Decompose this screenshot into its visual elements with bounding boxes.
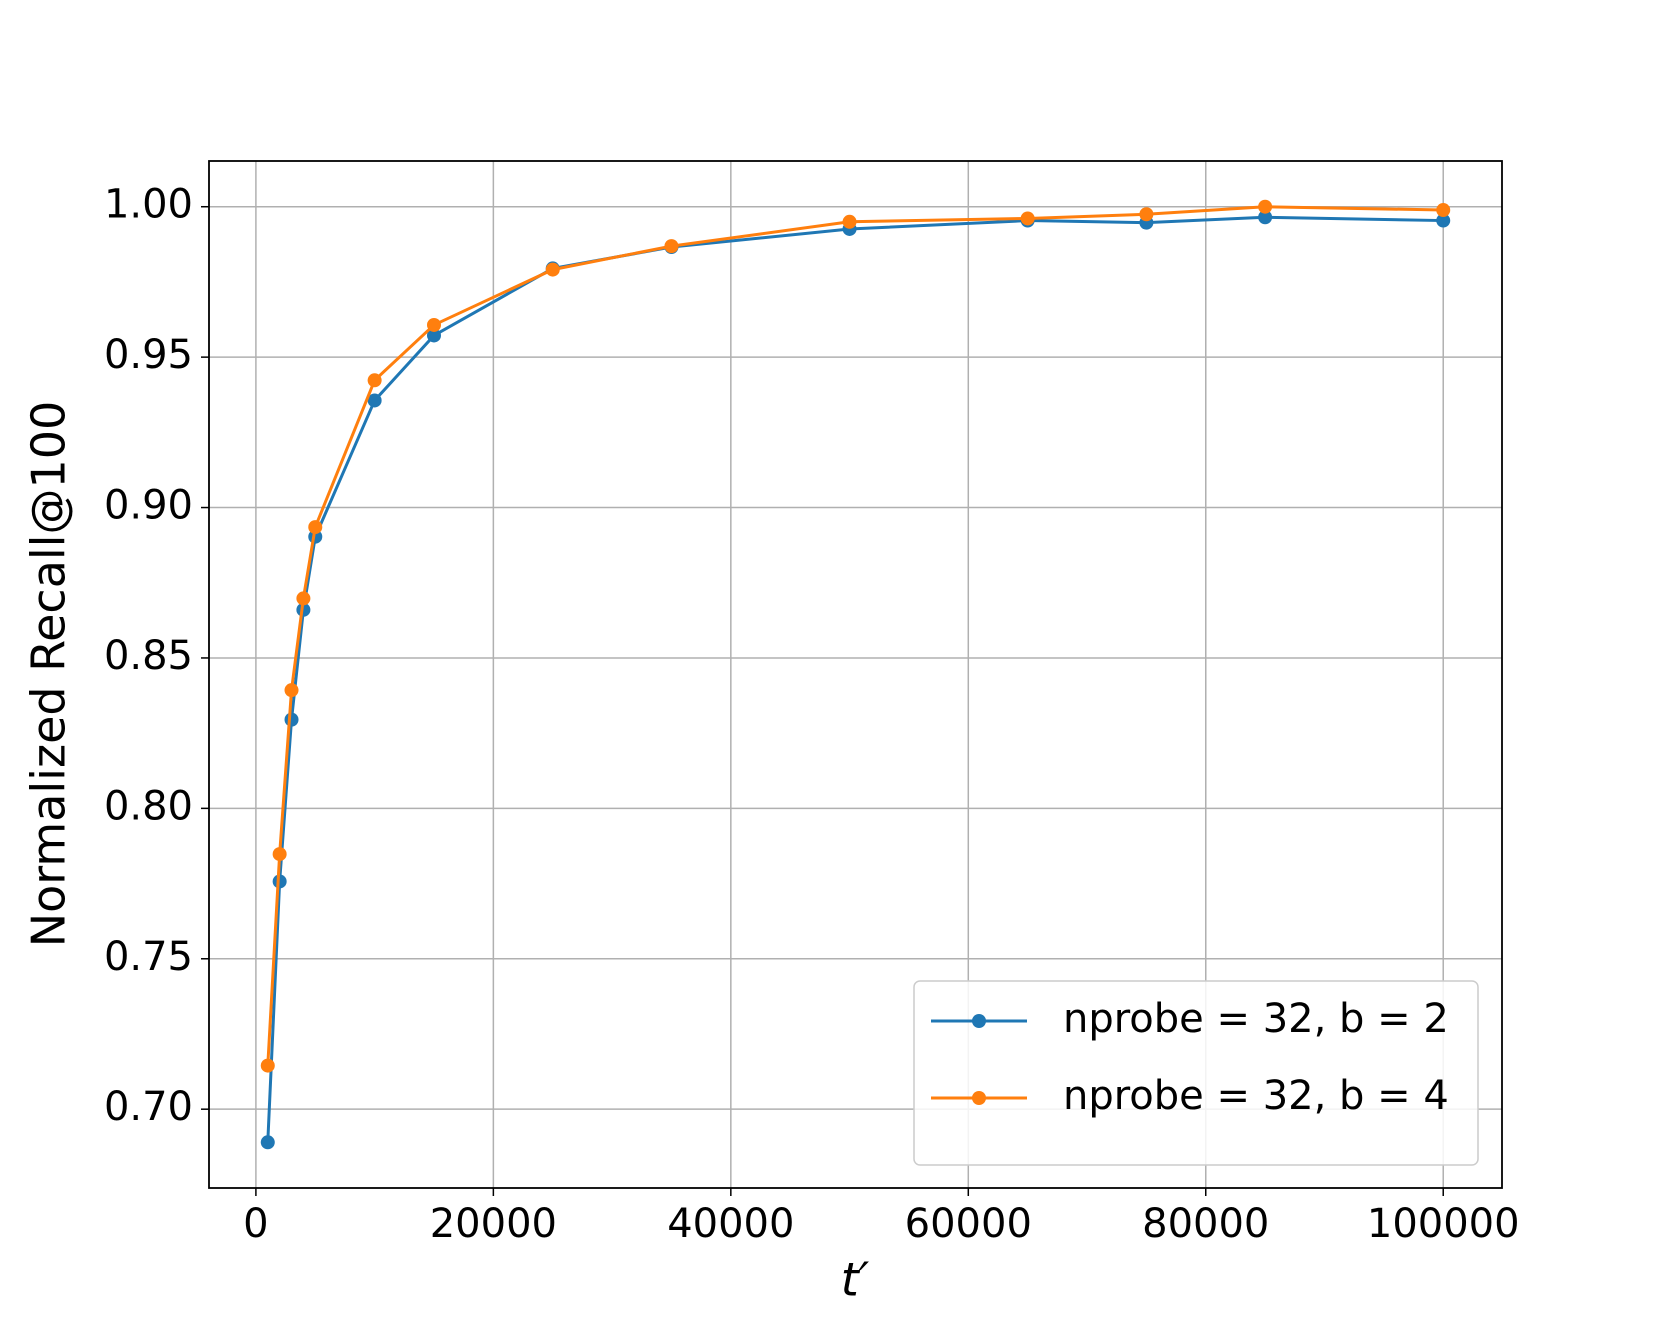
- y-tick-label: 0.85: [104, 633, 193, 679]
- x-tick-label: 60000: [905, 1201, 1032, 1247]
- data-point: [426, 328, 441, 343]
- legend-marker: [972, 1014, 986, 1028]
- legend-label: nprobe = 32, b = 2: [1063, 996, 1449, 1042]
- x-tick-label: 80000: [1142, 1201, 1269, 1247]
- data-point: [284, 712, 299, 727]
- data-point: [260, 1058, 275, 1073]
- series-line: [266, 215, 1444, 1143]
- x-tick-label: 40000: [667, 1201, 794, 1247]
- data-point: [664, 239, 679, 254]
- data-point: [272, 874, 287, 889]
- x-tick-label: 20000: [430, 1201, 557, 1247]
- series-line: [266, 205, 1444, 1066]
- data-point: [367, 393, 382, 408]
- data-point: [367, 373, 382, 388]
- data-point: [308, 520, 323, 535]
- data-point: [842, 214, 857, 229]
- data-point: [1258, 199, 1273, 214]
- y-axis-label: Normalized Recall@100: [22, 401, 76, 948]
- y-tick-label: 0.80: [104, 783, 193, 829]
- data-point: [1139, 207, 1154, 222]
- data-point: [545, 262, 560, 277]
- legend-label: nprobe = 32, b = 4: [1063, 1073, 1449, 1119]
- y-tick-label: 0.90: [104, 483, 193, 529]
- data-point: [1436, 213, 1451, 228]
- data-point: [1020, 211, 1035, 226]
- data-point: [272, 847, 287, 862]
- y-tick-label: 0.75: [104, 934, 193, 980]
- y-tick-label: 0.70: [104, 1084, 193, 1130]
- x-axis-label: t′: [841, 1253, 870, 1307]
- legend-box: [913, 980, 1479, 1166]
- y-tick-label: 1.00: [104, 182, 193, 228]
- data-point: [296, 591, 311, 606]
- x-tick-label: 100000: [1367, 1201, 1520, 1247]
- legend-marker: [972, 1091, 986, 1105]
- y-tick-label: 0.95: [104, 332, 193, 378]
- x-tick-label: 0: [243, 1201, 268, 1247]
- data-point: [284, 683, 299, 698]
- plot-frame: [208, 160, 1503, 1189]
- data-point: [426, 317, 441, 332]
- data-point: [1258, 210, 1273, 225]
- data-point: [1436, 203, 1451, 218]
- data-point: [260, 1135, 275, 1150]
